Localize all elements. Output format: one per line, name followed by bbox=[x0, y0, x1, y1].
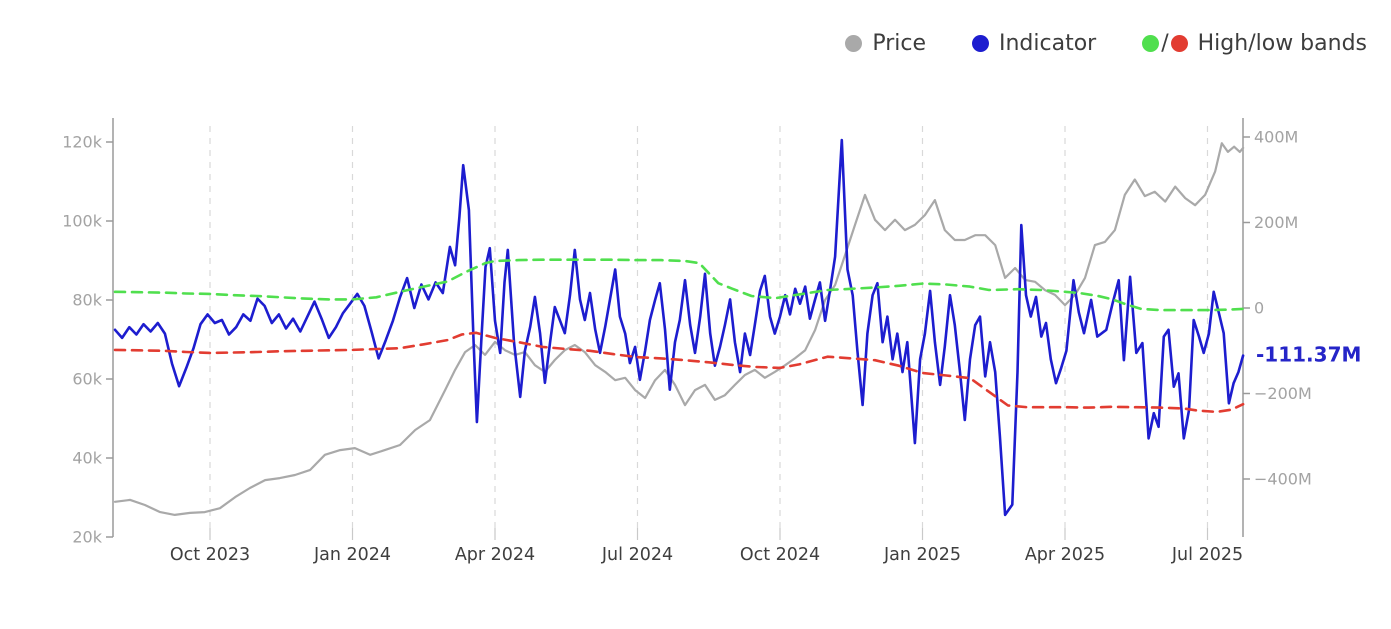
x-tick-label: Jan 2025 bbox=[883, 545, 961, 565]
x-tick-label: Jul 2024 bbox=[601, 545, 673, 565]
last-value-label: -111.37M bbox=[1256, 343, 1361, 367]
price-line bbox=[113, 142, 1245, 517]
indicator-dot-icon bbox=[972, 35, 989, 52]
axes bbox=[106, 118, 1250, 538]
legend: Price Indicator / High/low bands bbox=[845, 31, 1367, 56]
legend-item-indicator[interactable]: Indicator bbox=[972, 31, 1096, 56]
price-dot-icon bbox=[845, 35, 863, 52]
x-tick-label: Apr 2024 bbox=[455, 545, 535, 565]
high-band-line bbox=[113, 258, 1245, 312]
right-axis-labels: 400M 200M 0 −200M −400M bbox=[1254, 128, 1312, 489]
x-tick-label: Jan 2024 bbox=[313, 545, 391, 565]
right-tick-label: 400M bbox=[1254, 128, 1298, 147]
right-tick-label: −200M bbox=[1254, 384, 1312, 403]
legend-item-bands[interactable]: / High/low bands bbox=[1142, 31, 1367, 56]
low-band-line bbox=[113, 331, 1245, 414]
left-tick-label: 20k bbox=[72, 528, 102, 547]
legend-label-indicator: Indicator bbox=[999, 31, 1097, 56]
legend-label-bands: High/low bands bbox=[1197, 31, 1367, 56]
indicator-line bbox=[113, 138, 1245, 517]
x-tick-label: Oct 2024 bbox=[740, 545, 820, 565]
left-tick-label: 60k bbox=[72, 370, 102, 389]
left-tick-label: 120k bbox=[62, 133, 103, 152]
low-band-dot-icon bbox=[1170, 35, 1188, 52]
x-tick-label: Jul 2025 bbox=[1171, 545, 1243, 565]
left-axis-labels: 20k 40k 60k 80k 100k 120k bbox=[62, 133, 103, 547]
left-tick-label: 40k bbox=[72, 449, 102, 468]
x-tick-label: Apr 2025 bbox=[1025, 545, 1105, 565]
right-tick-label: 200M bbox=[1254, 213, 1298, 232]
high-band-dot-icon bbox=[1142, 35, 1160, 52]
left-tick-label: 100k bbox=[62, 212, 103, 231]
legend-item-price[interactable]: Price bbox=[845, 31, 926, 56]
legend-label-price: Price bbox=[872, 31, 926, 56]
legend-bands-separator: / bbox=[1161, 31, 1169, 56]
x-tick-label: Oct 2023 bbox=[170, 545, 250, 565]
x-axis-labels: Oct 2023 Jan 2024 Apr 2024 Jul 2024 Oct 2024… bbox=[170, 545, 1243, 565]
left-tick-label: 80k bbox=[72, 291, 102, 310]
x-axis-ticks bbox=[209, 528, 1209, 540]
right-tick-label: −400M bbox=[1254, 470, 1312, 489]
right-tick-label: 0 bbox=[1254, 299, 1264, 318]
